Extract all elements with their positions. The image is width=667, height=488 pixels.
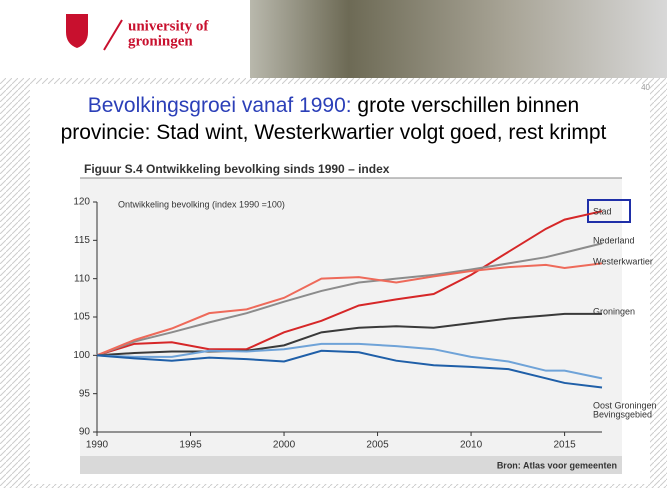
source: Bron: Atlas voor gemeenten: [497, 460, 617, 470]
logo-text: university of: [128, 18, 209, 34]
x-tick-label: 2015: [553, 440, 576, 451]
series-label: Oost Groningen: [593, 400, 657, 410]
series-label: Stad: [593, 206, 612, 216]
y-tick-label: 90: [79, 427, 91, 438]
y-tick-label: 105: [73, 312, 90, 323]
title-highlight: Bevolkingsgroei vanaf 1990:: [87, 94, 352, 117]
figure-title: Figuur S.4 Ontwikkeling bevolking sinds …: [84, 162, 390, 176]
highlight-box: [587, 199, 631, 223]
series-line: [96, 312, 602, 357]
series-label: Westerkwartier: [593, 256, 653, 266]
slide-title: Bevolkingsgroei vanaf 1990: grote versch…: [0, 92, 667, 146]
series-line: [96, 262, 603, 357]
title-text: provincie: Stad wint, Westerkwartier vol…: [60, 121, 607, 144]
page-number: 40: [641, 83, 650, 92]
series-label: Nederland: [593, 235, 635, 245]
x-tick-label: 2000: [273, 440, 296, 451]
series-line: [96, 342, 603, 380]
series-label: Bevingsgebied: [593, 409, 652, 419]
series-label: Groningen: [593, 306, 635, 316]
logo-shield: [66, 14, 88, 48]
source-bar: [80, 456, 622, 474]
y-tick-label: 100: [73, 350, 90, 361]
logo-text: groningen: [128, 33, 193, 49]
title-text: grote verschillen binnen: [351, 94, 580, 117]
logo-area: [0, 0, 250, 78]
x-tick-label: 2005: [366, 440, 389, 451]
logo-slash: [103, 19, 123, 51]
x-tick-label: 1990: [86, 440, 109, 451]
x-tick-label: 2010: [460, 440, 483, 451]
y-tick-label: 120: [73, 197, 90, 208]
x-tick-label: 1995: [179, 440, 202, 451]
series-line: [96, 349, 603, 389]
series-line: [96, 242, 603, 357]
y-tick-label: 110: [74, 273, 90, 284]
chart-subtitle: Ontwikkeling bevolking (index 1990 =100): [118, 199, 285, 209]
y-tick-label: 95: [79, 388, 91, 399]
figure-bg: [80, 178, 622, 474]
y-tick-label: 115: [74, 235, 90, 246]
series-line: [96, 210, 603, 357]
